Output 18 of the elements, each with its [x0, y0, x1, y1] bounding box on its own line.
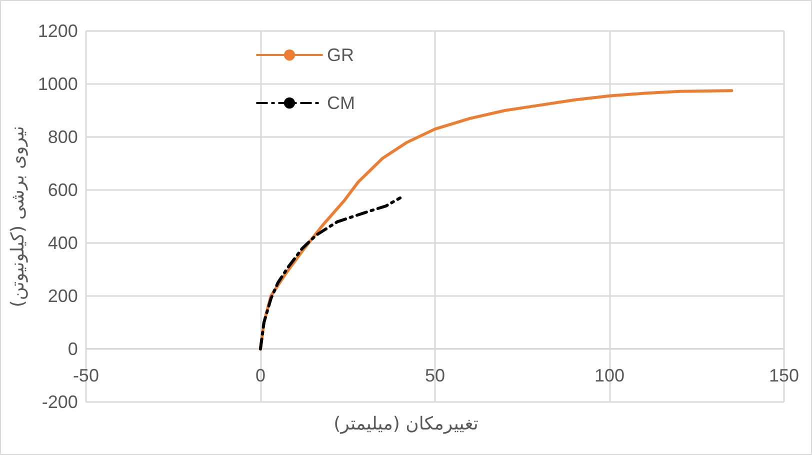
x-tick-label: 0: [255, 366, 266, 386]
y-tick-label: 0: [68, 339, 78, 359]
y-tick-label: 600: [48, 180, 78, 200]
legend-label: CM: [327, 93, 355, 113]
line-series: [258, 196, 402, 350]
y-tick-label: -200: [42, 392, 78, 412]
x-tick-label: 50: [424, 366, 445, 386]
y-tick-label: 400: [48, 233, 78, 253]
x-tick-label: -50: [72, 366, 99, 386]
x-axis-title: تغییرمکان (میلیمتر): [334, 414, 478, 434]
x-tick-label: 150: [768, 366, 800, 386]
y-tick-label: 200: [48, 286, 78, 306]
y-tick-label: 800: [48, 127, 78, 147]
y-axis-title: نیروی برشی (کیلونیوتن): [8, 126, 28, 308]
y-tick-label: 1000: [38, 74, 78, 94]
x-tick-label: 100: [594, 366, 625, 386]
legend-label: GR: [327, 45, 354, 65]
y-tick-label: 1200: [38, 21, 78, 41]
